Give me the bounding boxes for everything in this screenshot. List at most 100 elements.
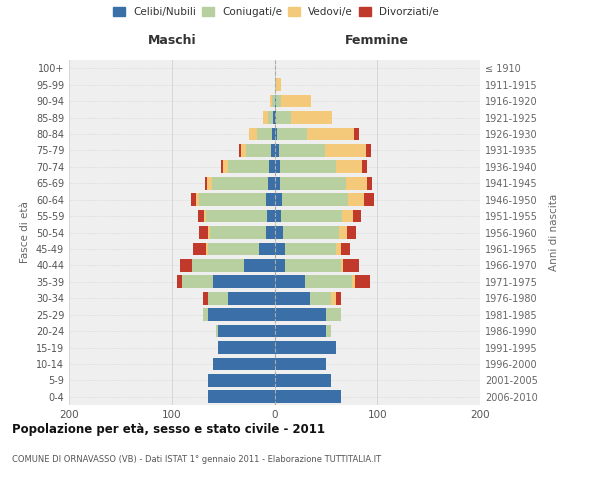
Bar (244, 259, 275, 272)
Legend: Celibi/Nubili, Coniugati/e, Vedovi/e, Divorziati/e: Celibi/Nubili, Coniugati/e, Vedovi/e, Di… (111, 5, 441, 20)
Bar (268, 210, 275, 222)
Bar (336, 292, 341, 304)
Bar (343, 210, 353, 222)
Y-axis label: Anni di nascita: Anni di nascita (549, 194, 559, 271)
Bar (326, 324, 331, 338)
Bar (283, 226, 339, 239)
Text: Femmine: Femmine (345, 34, 409, 47)
Bar (281, 193, 349, 206)
Bar (366, 144, 371, 157)
Bar (278, 144, 325, 157)
Bar (196, 193, 199, 206)
Bar (216, 324, 218, 338)
Bar (249, 128, 257, 140)
Bar (268, 177, 275, 190)
Bar (326, 308, 341, 321)
Bar (223, 160, 228, 173)
Bar (263, 111, 268, 124)
Bar (271, 144, 275, 157)
Bar (213, 276, 275, 288)
Bar (206, 242, 208, 256)
Bar (275, 226, 283, 239)
Bar (221, 160, 223, 173)
Bar (218, 324, 275, 338)
Bar (199, 226, 208, 239)
Bar (206, 177, 212, 190)
Bar (275, 259, 285, 272)
Bar (213, 358, 275, 370)
Bar (275, 292, 310, 304)
Bar (228, 292, 275, 304)
Bar (353, 210, 361, 222)
Bar (241, 144, 246, 157)
Bar (281, 94, 311, 108)
Bar (218, 341, 275, 354)
Bar (206, 210, 268, 222)
Bar (177, 276, 182, 288)
Bar (182, 276, 213, 288)
Bar (272, 128, 275, 140)
Bar (307, 128, 353, 140)
Bar (364, 193, 374, 206)
Bar (208, 390, 275, 403)
Bar (353, 128, 359, 140)
Bar (362, 160, 367, 173)
Bar (275, 160, 280, 173)
Bar (281, 210, 343, 222)
Y-axis label: Fasce di età: Fasce di età (20, 202, 30, 264)
Bar (203, 292, 208, 304)
Bar (367, 177, 372, 190)
Bar (275, 111, 291, 124)
Bar (341, 242, 350, 256)
Bar (275, 78, 281, 91)
Bar (285, 242, 336, 256)
Bar (275, 308, 326, 321)
Bar (349, 193, 364, 206)
Bar (203, 308, 208, 321)
Bar (268, 111, 274, 124)
Bar (275, 374, 331, 387)
Bar (272, 94, 275, 108)
Bar (280, 160, 336, 173)
Bar (191, 193, 196, 206)
Bar (275, 341, 336, 354)
Bar (336, 242, 341, 256)
Bar (199, 210, 203, 222)
Bar (208, 242, 259, 256)
Bar (257, 128, 272, 140)
Bar (275, 324, 326, 338)
Bar (355, 276, 370, 288)
Bar (203, 210, 206, 222)
Bar (271, 94, 272, 108)
Bar (347, 226, 356, 239)
Bar (259, 242, 275, 256)
Bar (208, 292, 228, 304)
Bar (199, 193, 266, 206)
Bar (275, 358, 326, 370)
Bar (346, 177, 367, 190)
Bar (275, 210, 281, 222)
Bar (336, 160, 362, 173)
Bar (280, 177, 346, 190)
Bar (266, 193, 275, 206)
Bar (325, 144, 366, 157)
Bar (193, 259, 244, 272)
Bar (305, 276, 352, 288)
Text: Maschi: Maschi (148, 34, 196, 47)
Bar (275, 177, 280, 190)
Text: COMUNE DI ORNAVASSO (VB) - Dati ISTAT 1° gennaio 2011 - Elaborazione TUTTITALIA.: COMUNE DI ORNAVASSO (VB) - Dati ISTAT 1°… (12, 455, 381, 464)
Bar (275, 144, 278, 157)
Bar (269, 160, 275, 173)
Bar (205, 177, 206, 190)
Bar (275, 276, 305, 288)
Bar (266, 226, 275, 239)
Bar (228, 160, 269, 173)
Bar (208, 226, 210, 239)
Bar (277, 128, 307, 140)
Bar (291, 111, 332, 124)
Bar (341, 259, 343, 272)
Bar (274, 111, 275, 124)
Bar (285, 259, 341, 272)
Text: Popolazione per età, sesso e stato civile - 2011: Popolazione per età, sesso e stato civil… (12, 422, 325, 436)
Bar (208, 374, 275, 387)
